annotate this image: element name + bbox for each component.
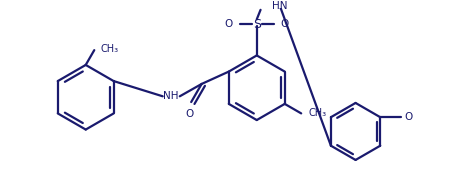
Text: NH: NH xyxy=(164,91,179,101)
Text: O: O xyxy=(281,19,289,29)
Text: HN: HN xyxy=(272,1,288,11)
Text: O: O xyxy=(185,109,193,119)
Text: CH₃: CH₃ xyxy=(101,44,119,54)
Text: S: S xyxy=(253,18,261,31)
Text: CH₃: CH₃ xyxy=(309,108,327,118)
Text: O: O xyxy=(225,19,233,29)
Text: O: O xyxy=(404,112,412,122)
